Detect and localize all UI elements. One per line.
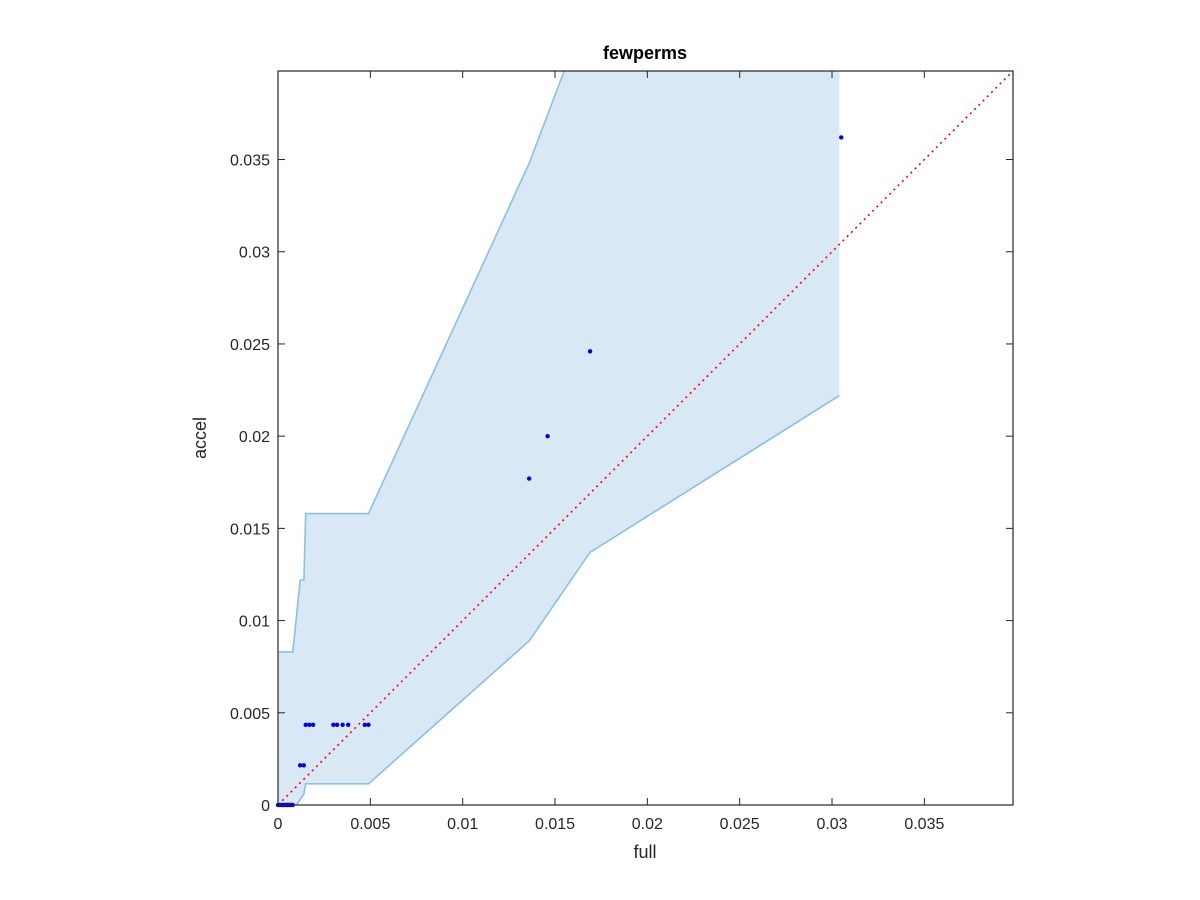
axes-frame [277, 70, 1014, 806]
chart-title: fewperms [603, 43, 687, 63]
data-point [334, 722, 340, 727]
axes-box [277, 70, 1014, 806]
data-point [297, 763, 303, 768]
y-axis-label: accel [190, 417, 210, 459]
x-tick-label: 0.02 [632, 816, 663, 833]
data-point [545, 433, 550, 439]
x-tick-label: 0 [274, 816, 283, 833]
y-tick-label: 0.035 [230, 153, 270, 170]
data-point [362, 722, 367, 727]
y-tick-label: 0.025 [230, 337, 270, 354]
data-point [340, 722, 345, 727]
y-tick-label: 0 [261, 798, 270, 815]
band-lower-edge [295, 394, 840, 806]
x-tick-label: 0.03 [816, 816, 847, 833]
y-tick-label: 0.02 [239, 429, 270, 446]
scatter-points [275, 135, 844, 808]
x-tick-label: 0.015 [535, 816, 575, 833]
y-tick-label: 0.015 [230, 521, 270, 538]
band-upper-edge [278, 70, 565, 653]
data-point [366, 722, 371, 727]
data-point [307, 722, 312, 727]
data-point [310, 722, 316, 727]
data-point [839, 135, 844, 140]
x-axis-ticks: 0 0.005 0.01 0.015 0.02 0.025 0.03 0.035 [274, 71, 944, 833]
x-tick-label: 0.025 [720, 816, 760, 833]
data-point [345, 722, 351, 727]
data-point [303, 722, 308, 727]
x-tick-label: 0.01 [447, 816, 478, 833]
data-point [587, 349, 593, 354]
y-tick-label: 0.01 [239, 614, 270, 631]
identity-line [277, 70, 1014, 806]
band-fill [278, 71, 840, 805]
x-tick-label: 0.005 [350, 816, 390, 833]
data-point [526, 476, 532, 481]
x-tick-label: 0.035 [904, 816, 944, 833]
x-axis-label: full [633, 842, 656, 862]
y-axis-ticks: 0 0.005 0.01 0.015 0.02 0.025 0.03 0.035 [230, 153, 1013, 815]
reference-line [277, 70, 1014, 806]
data-point [301, 763, 307, 768]
data-point [331, 722, 336, 727]
confidence-band [278, 70, 840, 806]
y-tick-label: 0.005 [230, 706, 270, 723]
y-tick-label: 0.03 [239, 245, 270, 262]
